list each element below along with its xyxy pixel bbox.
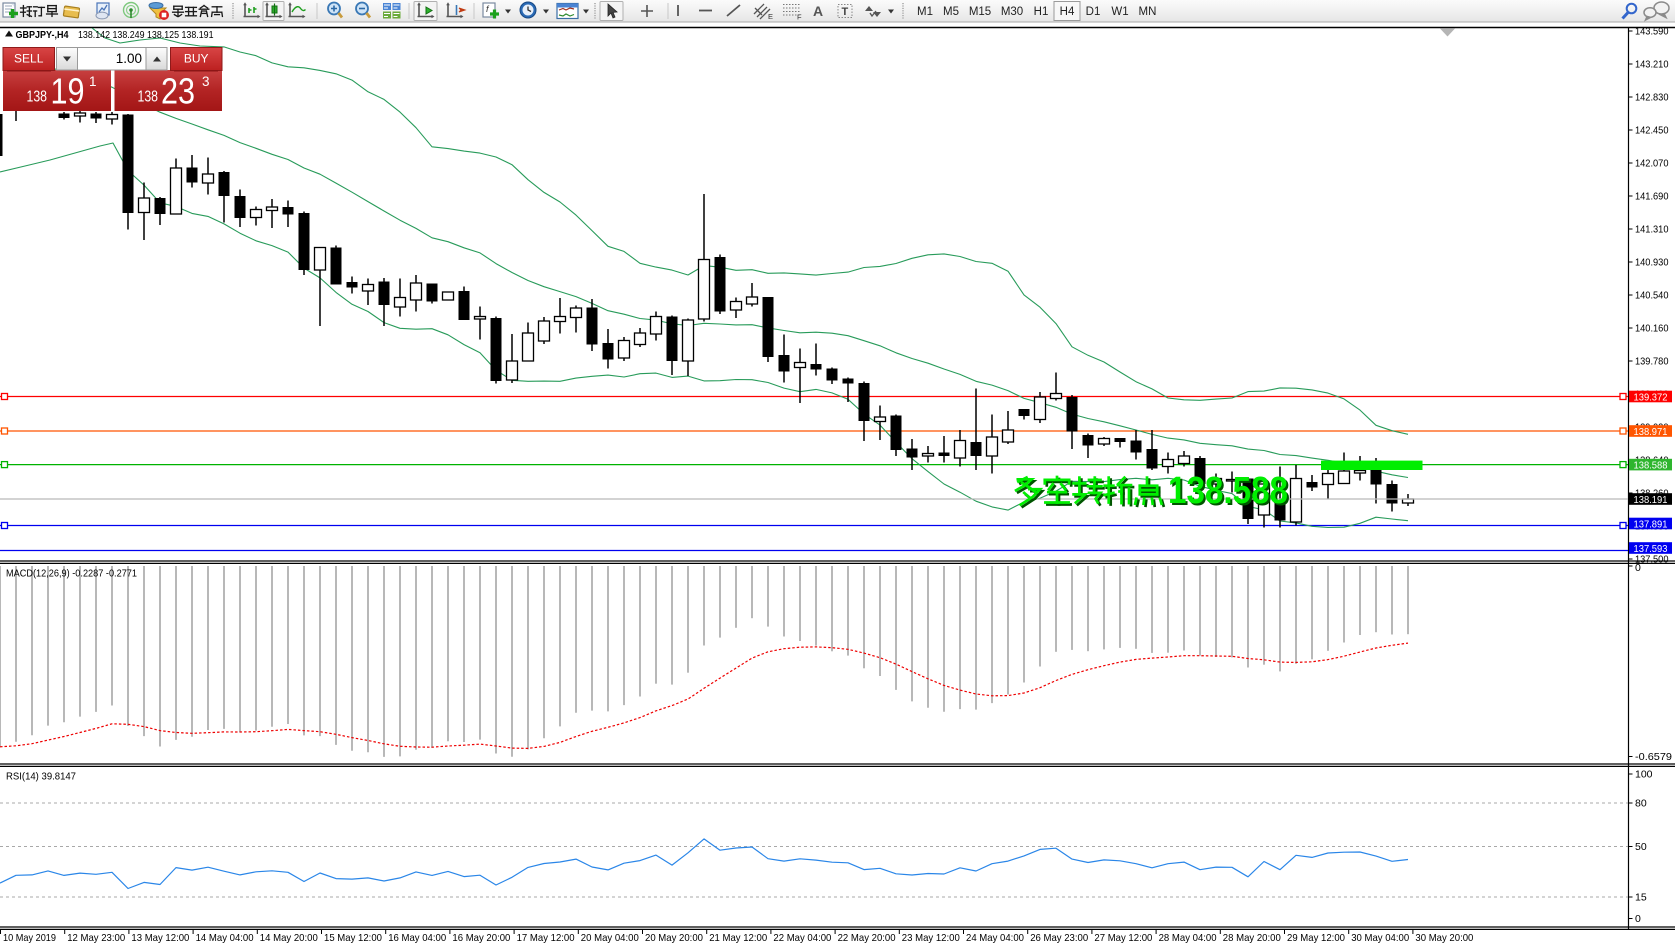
svg-text:15 May 12:00: 15 May 12:00 xyxy=(324,932,382,944)
svg-text:D1: D1 xyxy=(1086,6,1101,18)
svg-text:0: 0 xyxy=(1635,562,1641,574)
svg-text:H4: H4 xyxy=(1060,6,1075,18)
svg-text:139.780: 139.780 xyxy=(1635,356,1669,368)
svg-text:-0.6579: -0.6579 xyxy=(1635,751,1672,763)
svg-text:139.372: 139.372 xyxy=(1634,391,1668,403)
svg-text:21 May 12:00: 21 May 12:00 xyxy=(709,932,767,944)
svg-text:15: 15 xyxy=(1635,892,1647,904)
svg-text:138.191: 138.191 xyxy=(1634,494,1668,506)
svg-text:RSI(14) 39.8147: RSI(14) 39.8147 xyxy=(6,771,76,783)
svg-text:MN: MN xyxy=(1139,6,1157,18)
svg-text:30 May 20:00: 30 May 20:00 xyxy=(1415,932,1473,944)
svg-text:138: 138 xyxy=(138,89,159,106)
svg-text:10 May 2019: 10 May 2019 xyxy=(3,932,56,944)
svg-text:140.540: 140.540 xyxy=(1635,290,1669,302)
svg-text:26 May 23:00: 26 May 23:00 xyxy=(1030,932,1088,944)
svg-text:30 May 04:00: 30 May 04:00 xyxy=(1351,932,1409,944)
svg-text:137.500: 137.500 xyxy=(1635,554,1669,566)
svg-text:22 May 04:00: 22 May 04:00 xyxy=(773,932,831,944)
svg-text:28 May 20:00: 28 May 20:00 xyxy=(1223,932,1281,944)
svg-text:28 May 04:00: 28 May 04:00 xyxy=(1159,932,1217,944)
svg-text:137.593: 137.593 xyxy=(1634,543,1668,555)
svg-text:MACD(12,26,9) -0.2287 -0.2771: MACD(12,26,9) -0.2287 -0.2771 xyxy=(6,568,137,580)
svg-text:138.588: 138.588 xyxy=(1170,472,1290,514)
svg-text:142.450: 142.450 xyxy=(1635,125,1669,137)
svg-text:SELL: SELL xyxy=(14,52,44,66)
svg-text:100: 100 xyxy=(1635,769,1653,781)
svg-text:29 May 12:00: 29 May 12:00 xyxy=(1287,932,1345,944)
svg-text:141.310: 141.310 xyxy=(1635,224,1669,236)
svg-text:14 May 20:00: 14 May 20:00 xyxy=(260,932,318,944)
svg-text:23 May 12:00: 23 May 12:00 xyxy=(902,932,960,944)
svg-text:17 May 12:00: 17 May 12:00 xyxy=(517,932,575,944)
svg-text:80: 80 xyxy=(1635,798,1647,810)
svg-text:143.210: 143.210 xyxy=(1635,59,1669,71)
svg-text:22 May 20:00: 22 May 20:00 xyxy=(838,932,896,944)
svg-text:138.142 138.249 138.125 138.19: 138.142 138.249 138.125 138.191 xyxy=(78,29,214,41)
svg-text:140.160: 140.160 xyxy=(1635,323,1669,335)
svg-text:A: A xyxy=(813,3,823,19)
svg-text:137.891: 137.891 xyxy=(1634,518,1668,530)
svg-text:3: 3 xyxy=(202,74,210,89)
svg-text:138.588: 138.588 xyxy=(1168,470,1288,512)
svg-text:24 May 04:00: 24 May 04:00 xyxy=(966,932,1024,944)
svg-text:0: 0 xyxy=(1635,913,1641,925)
svg-text:M15: M15 xyxy=(969,6,991,18)
svg-text:14 May 04:00: 14 May 04:00 xyxy=(196,932,254,944)
svg-text:27 May 12:00: 27 May 12:00 xyxy=(1094,932,1152,944)
svg-text:13 May 12:00: 13 May 12:00 xyxy=(131,932,189,944)
svg-text:50: 50 xyxy=(1635,841,1647,853)
svg-text:T: T xyxy=(842,6,849,18)
svg-text:143.590: 143.590 xyxy=(1635,26,1669,38)
svg-text:12 May 23:00: 12 May 23:00 xyxy=(67,932,125,944)
svg-text:138.971: 138.971 xyxy=(1634,426,1668,438)
svg-text:142.070: 142.070 xyxy=(1635,158,1669,170)
svg-text:140.930: 140.930 xyxy=(1635,257,1669,269)
svg-text:F: F xyxy=(797,13,802,22)
svg-text:16 May 20:00: 16 May 20:00 xyxy=(452,932,510,944)
svg-text:f: f xyxy=(486,4,490,14)
svg-text:138.588: 138.588 xyxy=(1634,459,1668,471)
svg-text:138: 138 xyxy=(27,89,48,106)
svg-text:W1: W1 xyxy=(1111,6,1128,18)
svg-text:142.830: 142.830 xyxy=(1635,92,1669,104)
svg-text:20 May 20:00: 20 May 20:00 xyxy=(645,932,703,944)
svg-text:M30: M30 xyxy=(1001,6,1023,18)
svg-text:M5: M5 xyxy=(943,6,959,18)
svg-text:23: 23 xyxy=(161,71,195,112)
svg-text:141.690: 141.690 xyxy=(1635,191,1669,203)
svg-text:GBPJPY-,H4: GBPJPY-,H4 xyxy=(16,29,69,41)
svg-text:E: E xyxy=(768,12,773,21)
svg-text:BUY: BUY xyxy=(184,52,209,66)
svg-text:1: 1 xyxy=(89,74,97,89)
svg-text:19: 19 xyxy=(51,71,85,112)
svg-text:M1: M1 xyxy=(917,6,933,18)
svg-text:1.00: 1.00 xyxy=(116,51,142,66)
svg-text:20 May 04:00: 20 May 04:00 xyxy=(581,932,639,944)
svg-text:H1: H1 xyxy=(1034,6,1049,18)
svg-text:16 May 04:00: 16 May 04:00 xyxy=(388,932,446,944)
